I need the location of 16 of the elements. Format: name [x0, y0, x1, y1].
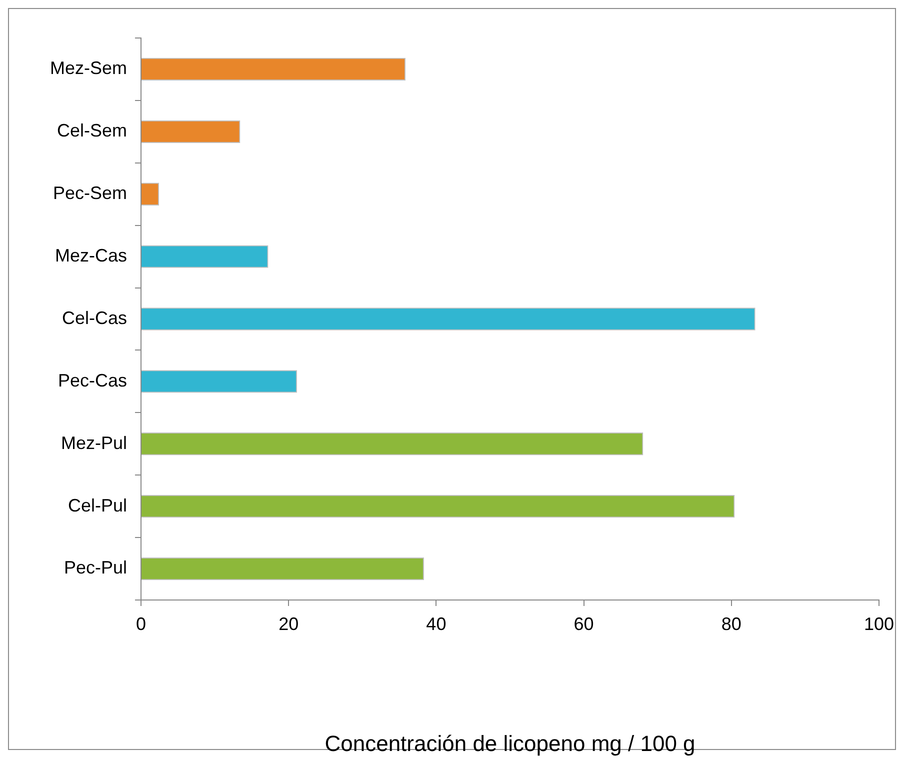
x-tick-label: 40 [426, 614, 446, 634]
y-tick-label: Cel-Cas [62, 308, 127, 328]
x-axis-title: Concentración de licopeno mg / 100 g [324, 730, 696, 756]
y-tick-label: Cel-Sem [56, 120, 127, 141]
y-tick-label: Mez-Pul [60, 432, 127, 453]
x-tick-label: 60 [574, 614, 594, 634]
x-tick-label: 0 [136, 614, 146, 634]
y-tick-label: Mez-Cas [54, 246, 127, 266]
x-tick-label: 80 [721, 614, 742, 634]
y-tick-label: Cel-Pul [68, 495, 127, 516]
x-tick-label: 20 [278, 614, 299, 634]
y-tick-label: Pec-Cas [58, 370, 127, 390]
x-tick-label: 100 [864, 614, 894, 634]
y-tick-label: Mez-Sem [50, 58, 127, 78]
y-tick-label: Pec-Sem [52, 183, 127, 204]
y-tick-label: Pec-Pul [64, 558, 127, 578]
